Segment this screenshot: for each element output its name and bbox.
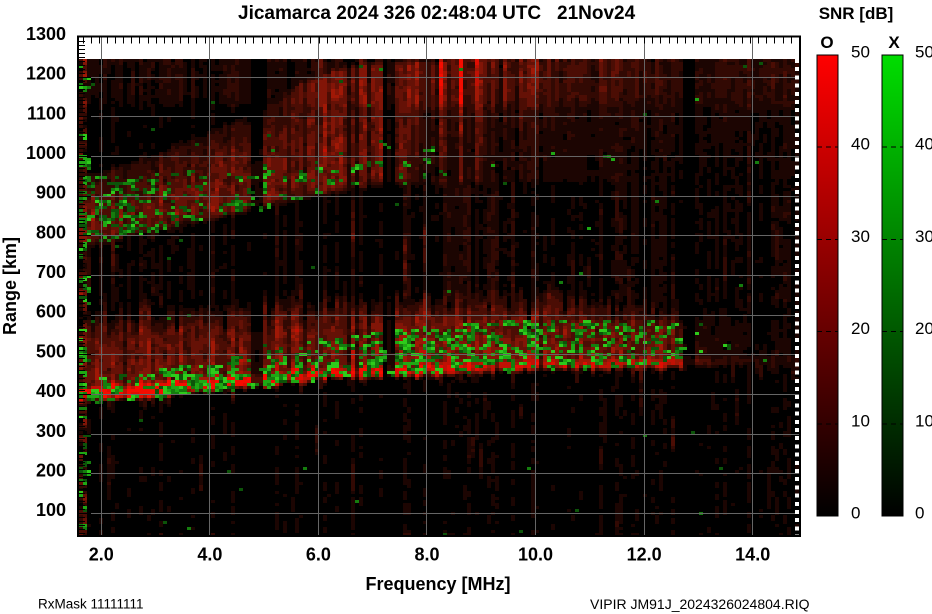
svg-text:4.0: 4.0 (197, 545, 222, 565)
svg-text:RxMask 11111111: RxMask 11111111 (38, 597, 144, 612)
svg-text:20: 20 (915, 319, 932, 338)
svg-text:14.0: 14.0 (735, 545, 770, 565)
svg-text:300: 300 (36, 421, 66, 441)
svg-text:10: 10 (915, 411, 932, 430)
svg-text:0: 0 (851, 504, 860, 523)
svg-text:1200: 1200 (26, 64, 66, 84)
svg-text:10.0: 10.0 (518, 545, 553, 565)
svg-text:O: O (820, 33, 833, 52)
svg-text:12.0: 12.0 (627, 545, 662, 565)
svg-text:2.0: 2.0 (89, 545, 114, 565)
svg-text:1300: 1300 (26, 24, 66, 44)
svg-text:10: 10 (851, 411, 870, 430)
svg-text:6.0: 6.0 (306, 545, 331, 565)
svg-text:700: 700 (36, 262, 66, 282)
svg-text:50: 50 (915, 43, 932, 62)
svg-text:X: X (888, 33, 900, 52)
svg-text:900: 900 (36, 183, 66, 203)
svg-text:SNR [dB]: SNR [dB] (819, 4, 894, 23)
svg-text:30: 30 (851, 227, 870, 246)
svg-text:100: 100 (36, 500, 66, 520)
svg-text:Jicamarca 2024 326 02:48:04 UT: Jicamarca 2024 326 02:48:04 UTC (238, 3, 541, 24)
svg-text:1000: 1000 (26, 143, 66, 163)
svg-text:500: 500 (36, 341, 66, 361)
svg-text:200: 200 (36, 460, 66, 480)
svg-text:40: 40 (851, 135, 870, 154)
svg-text:0: 0 (915, 504, 924, 523)
svg-text:30: 30 (915, 227, 932, 246)
svg-text:8.0: 8.0 (414, 545, 439, 565)
svg-text:600: 600 (36, 302, 66, 322)
svg-text:1100: 1100 (27, 103, 66, 123)
svg-text:Range [km]: Range [km] (0, 237, 20, 335)
svg-text:21Nov24: 21Nov24 (557, 3, 636, 24)
svg-text:50: 50 (851, 43, 870, 62)
svg-text:40: 40 (915, 135, 932, 154)
svg-text:800: 800 (36, 222, 66, 242)
svg-text:VIPIR JM91J_2024326024804.RIQ: VIPIR JM91J_2024326024804.RIQ (590, 596, 810, 612)
svg-text:20: 20 (851, 319, 870, 338)
svg-text:Frequency [MHz]: Frequency [MHz] (365, 574, 510, 594)
svg-text:400: 400 (36, 381, 66, 401)
